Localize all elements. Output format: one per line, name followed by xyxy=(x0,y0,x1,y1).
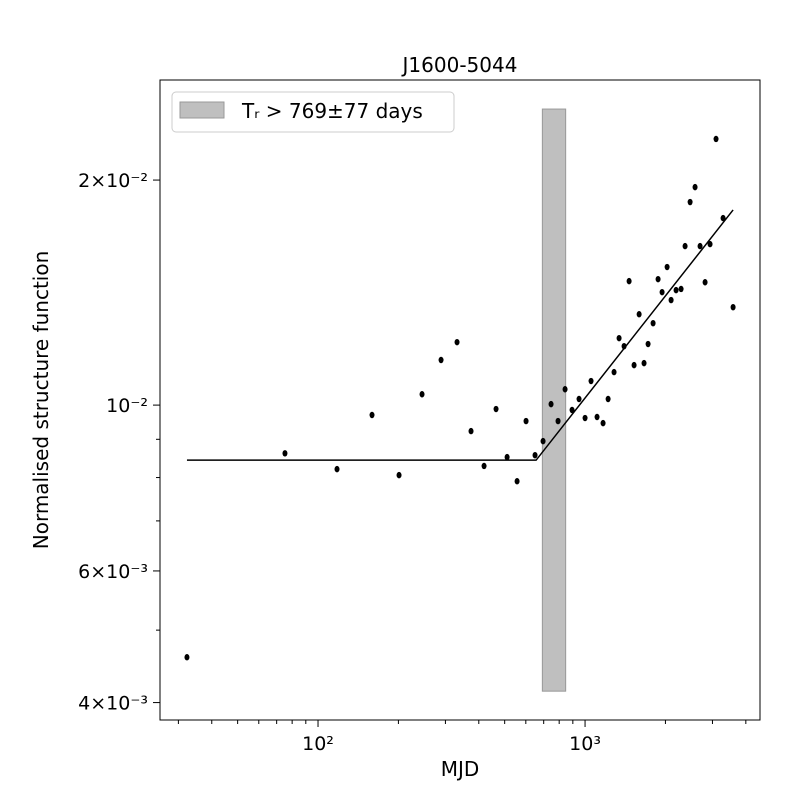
data-point xyxy=(702,279,708,286)
x-tick-label: 10³ xyxy=(569,733,601,755)
data-point xyxy=(645,340,651,348)
data-point xyxy=(184,654,190,661)
data-point xyxy=(504,453,510,461)
data-point xyxy=(707,240,713,248)
y-axis-label: Normalised structure function xyxy=(29,251,53,550)
data-point xyxy=(369,411,375,419)
data-point xyxy=(588,377,594,385)
data-point xyxy=(673,286,679,294)
x-tick-label: 10² xyxy=(302,733,334,755)
data-point xyxy=(668,296,674,304)
data-point xyxy=(334,465,340,473)
data-point xyxy=(562,386,568,393)
y-tick-label: 4×10⁻³ xyxy=(78,693,148,715)
data-point xyxy=(582,414,588,422)
data-point xyxy=(540,437,546,445)
data-point xyxy=(641,359,647,367)
chart-title: J1600-5044 xyxy=(401,53,518,77)
data-point xyxy=(481,462,487,470)
data-point xyxy=(594,413,600,421)
data-point xyxy=(569,406,575,414)
data-point xyxy=(576,395,582,403)
data-point xyxy=(396,471,402,479)
data-point xyxy=(605,395,611,403)
data-point xyxy=(454,338,460,346)
data-point xyxy=(438,356,444,364)
data-point xyxy=(555,417,561,425)
data-point xyxy=(523,417,529,425)
legend-label: Tᵣ > 769±77 days xyxy=(241,99,423,123)
data-point xyxy=(659,288,665,296)
legend-swatch xyxy=(179,101,225,119)
plot-frame xyxy=(159,79,761,721)
data-point xyxy=(678,285,684,293)
data-point xyxy=(419,391,425,398)
data-point xyxy=(468,427,474,435)
data-point xyxy=(493,405,499,413)
data-point xyxy=(626,277,632,285)
data-point xyxy=(548,400,554,408)
data-point xyxy=(282,450,288,457)
data-point xyxy=(621,342,627,350)
data-point xyxy=(636,311,642,318)
data-point xyxy=(655,275,661,283)
data-point xyxy=(616,334,622,342)
data-point xyxy=(514,478,520,485)
data-point xyxy=(682,242,688,250)
data-point xyxy=(697,242,703,250)
data-point xyxy=(664,263,670,271)
y-tick-label: 2×10⁻² xyxy=(78,170,148,192)
data-point xyxy=(720,214,726,222)
data-point xyxy=(687,198,693,206)
data-point xyxy=(650,319,656,327)
y-tick-label: 6×10⁻³ xyxy=(78,561,148,583)
data-point xyxy=(713,135,719,143)
data-point xyxy=(600,419,606,427)
fit-line xyxy=(186,209,734,461)
data-point xyxy=(692,183,698,191)
threshold-band xyxy=(541,108,567,692)
data-point xyxy=(611,368,617,376)
y-tick-label: 10⁻² xyxy=(106,395,148,417)
data-point xyxy=(631,361,637,369)
x-axis-label: MJD xyxy=(441,757,480,781)
legend-box xyxy=(171,91,455,133)
data-point xyxy=(532,451,538,459)
data-point xyxy=(730,303,736,311)
